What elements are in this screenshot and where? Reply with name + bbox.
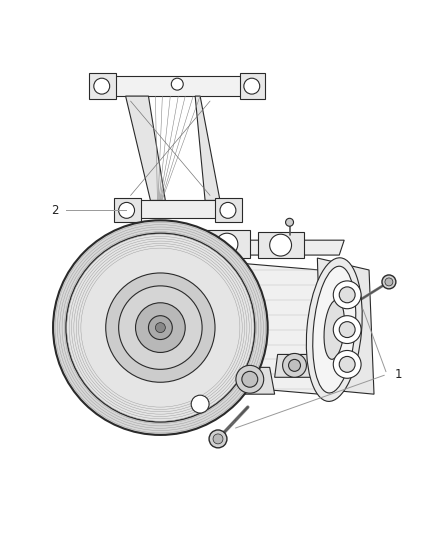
Polygon shape [195,96,220,200]
Polygon shape [205,230,250,258]
Polygon shape [155,232,195,258]
Circle shape [333,281,361,309]
Circle shape [270,234,292,256]
Circle shape [333,316,361,343]
Circle shape [119,203,134,219]
Circle shape [164,234,186,256]
Ellipse shape [313,266,356,393]
Polygon shape [318,258,374,394]
Polygon shape [225,367,275,394]
Circle shape [216,233,238,255]
Circle shape [209,430,227,448]
Circle shape [171,78,183,90]
Ellipse shape [306,258,362,401]
Circle shape [286,219,293,226]
Circle shape [94,78,110,94]
Polygon shape [114,198,141,222]
Circle shape [385,278,393,286]
Circle shape [382,275,396,289]
Polygon shape [215,198,242,222]
Polygon shape [135,200,220,219]
Text: 2: 2 [52,204,59,217]
Circle shape [236,365,264,393]
Circle shape [148,316,172,340]
Circle shape [339,287,355,303]
Circle shape [191,395,209,413]
Circle shape [119,286,202,369]
Circle shape [339,357,355,373]
Circle shape [333,351,361,378]
Circle shape [213,434,223,444]
Circle shape [339,321,355,337]
Ellipse shape [324,300,345,359]
Polygon shape [275,354,314,377]
Polygon shape [111,76,245,96]
Polygon shape [89,73,116,99]
Circle shape [53,220,268,435]
Circle shape [289,359,300,372]
Polygon shape [185,389,215,419]
Text: 1: 1 [395,368,403,381]
Polygon shape [150,240,344,255]
Circle shape [135,303,185,352]
Circle shape [155,322,165,333]
Circle shape [244,78,260,94]
Polygon shape [126,96,165,200]
Polygon shape [145,255,334,394]
Circle shape [106,273,215,382]
Circle shape [242,372,258,387]
Circle shape [66,233,255,422]
Circle shape [283,353,307,377]
Polygon shape [258,232,304,258]
Circle shape [220,203,236,219]
Polygon shape [240,73,265,99]
